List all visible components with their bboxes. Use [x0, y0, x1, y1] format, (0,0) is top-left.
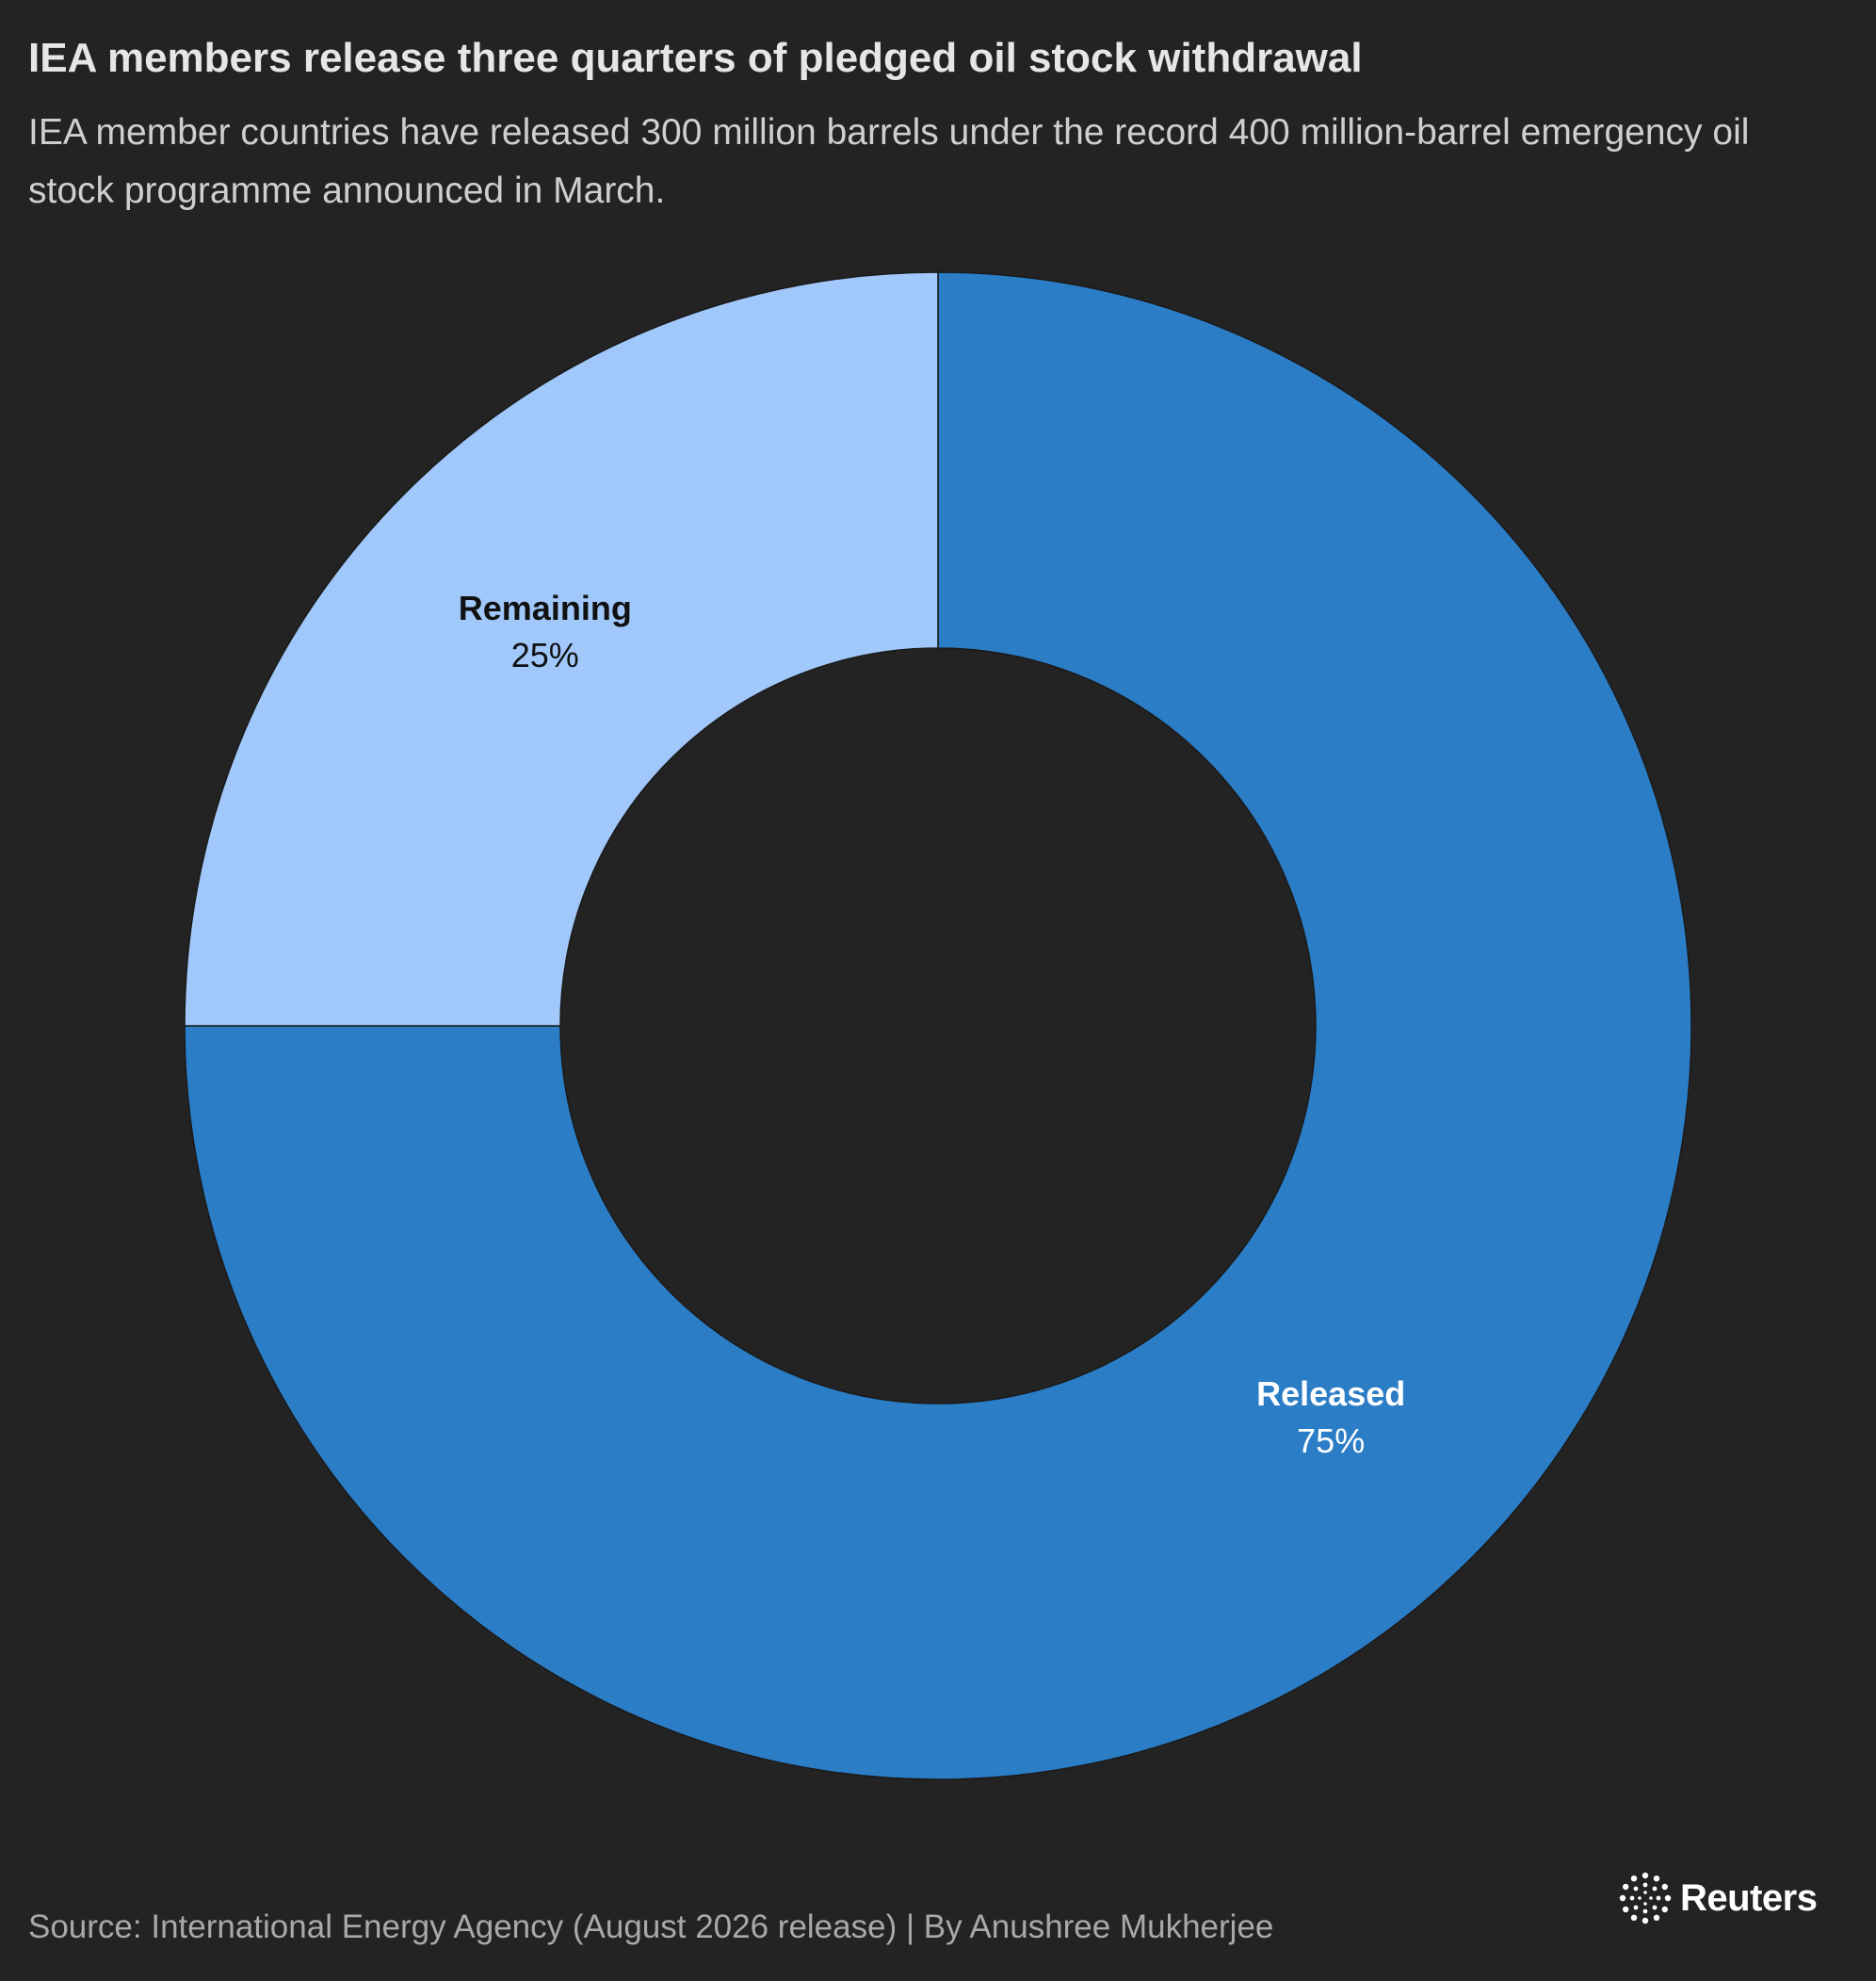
- slice-label-released: Released: [1256, 1374, 1405, 1413]
- donut-slice-remaining: [184, 271, 939, 1027]
- donut-slice-released: [184, 271, 1692, 1780]
- chart-subtitle: IEA member countries have released 300 m…: [28, 112, 1750, 211]
- donut-slices: [184, 271, 1692, 1780]
- donut-labels: Released 75% Remaining 25%: [459, 589, 1405, 1460]
- reuters-logo-text: Reuters: [1680, 1876, 1818, 1919]
- slice-value-released: 75%: [1297, 1421, 1365, 1460]
- chart-title: IEA members release three quarters of pl…: [28, 35, 1363, 81]
- reuters-logo-icon: [1619, 1872, 1672, 1924]
- source-note: Source: International Energy Agency (Aug…: [28, 1908, 1274, 1945]
- slice-label-remaining: Remaining: [459, 589, 632, 627]
- slice-value-remaining: 25%: [511, 636, 579, 674]
- reuters-logo: Reuters: [1618, 1870, 1818, 1926]
